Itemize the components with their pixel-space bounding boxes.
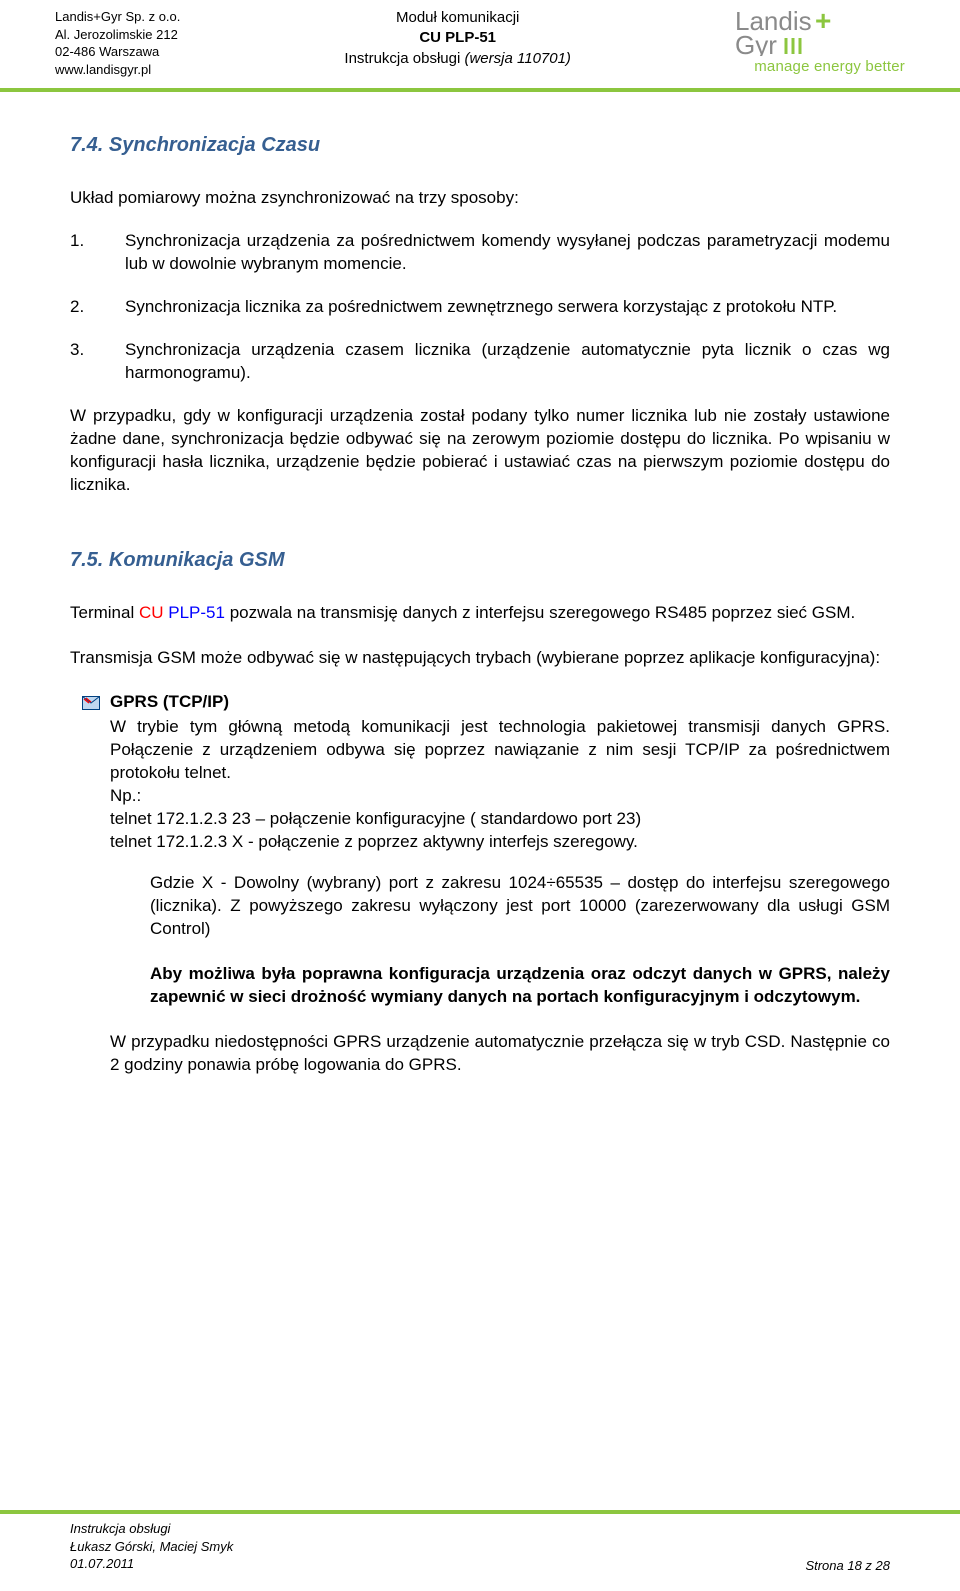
terminal-red-text: CU <box>139 603 164 622</box>
document-body: 7.4. Synchronizacja Czasu Układ pomiarow… <box>0 92 960 1076</box>
company-address: Landis+Gyr Sp. z o.o. Al. Jerozolimskie … <box>55 8 180 78</box>
brand-logo: Landis + Gyr manage energy better <box>735 8 905 75</box>
footer-date: 01.07.2011 <box>70 1555 233 1573</box>
header-row: Landis+Gyr Sp. z o.o. Al. Jerozolimskie … <box>55 8 905 78</box>
page-footer: Instrukcja obsługi Łukasz Górski, Maciej… <box>0 1510 960 1591</box>
document-page: Landis+Gyr Sp. z o.o. Al. Jerozolimskie … <box>0 0 960 1591</box>
indent-config-note: Aby możliwa była poprawna konfiguracja u… <box>110 963 890 1009</box>
logo-plus-icon: + <box>815 8 831 36</box>
list-number: 2. <box>70 296 125 319</box>
doc-title-line3-prefix: Instrukcja obsługi <box>344 50 464 67</box>
list-item-2: 2. Synchronizacja licznika za pośrednict… <box>70 296 890 319</box>
bullet-telnet-2: telnet 172.1.2.3 X - połączenie z poprze… <box>110 832 638 851</box>
logo-tagline: manage energy better <box>754 58 905 75</box>
indent-csd-fallback: W przypadku niedostępności GPRS urządzen… <box>110 1031 890 1077</box>
section1-intro: Układ pomiarowy można zsynchronizować na… <box>70 187 890 210</box>
document-title-block: Moduł komunikacji CU PLP-51 Instrukcja o… <box>344 8 571 69</box>
bullet-telnet-1: telnet 172.1.2.3 23 – połączenie konfigu… <box>110 809 641 828</box>
section-7-5: 7.5. Komunikacja GSM Terminal CU PLP-51 … <box>70 547 890 1077</box>
footer-doc-name: Instrukcja obsługi <box>70 1520 233 1538</box>
footer-left: Instrukcja obsługi Łukasz Górski, Maciej… <box>70 1520 233 1573</box>
email-bullet-icon <box>82 696 100 710</box>
bullet-gprs: GPRS (TCP/IP) W trybie tym główną metodą… <box>70 691 890 1076</box>
list-text: Synchronizacja urządzenia czasem licznik… <box>125 339 890 385</box>
modes-intro: Transmisja GSM może odbywać się w następ… <box>70 647 890 670</box>
company-name: Landis+Gyr Sp. z o.o. <box>55 8 180 26</box>
terminal-paragraph: Terminal CU PLP-51 pozwala na transmisję… <box>70 602 890 625</box>
list-item-3: 3. Synchronizacja urządzenia czasem licz… <box>70 339 890 385</box>
list-text: Synchronizacja licznika za pośrednictwem… <box>125 296 890 319</box>
company-city: 02-486 Warszawa <box>55 43 180 61</box>
company-url: www.landisgyr.pl <box>55 61 180 79</box>
logo-text-gyr: Gyr <box>735 30 777 56</box>
terminal-post: pozwala na transmisję danych z interfejs… <box>225 603 855 622</box>
bullet-header: GPRS (TCP/IP) <box>110 691 890 714</box>
list-text: Synchronizacja urządzenia za pośrednictw… <box>125 230 890 276</box>
list-number: 3. <box>70 339 125 385</box>
doc-title-line3: Instrukcja obsługi (wersja 110701) <box>344 49 571 69</box>
footer-page-number: Strona 18 z 28 <box>805 1558 890 1573</box>
list-number: 1. <box>70 230 125 276</box>
company-street: Al. Jerozolimskie 212 <box>55 26 180 44</box>
section-heading-7-5: 7.5. Komunikacja GSM <box>70 547 890 574</box>
footer-authors: Łukasz Górski, Maciej Smyk <box>70 1538 233 1556</box>
doc-title-line1: Moduł komunikacji <box>344 8 571 28</box>
page-header: Landis+Gyr Sp. z o.o. Al. Jerozolimskie … <box>0 0 960 92</box>
bullet-body-main: W trybie tym główną metodą komunikacji j… <box>110 717 890 782</box>
indent-port-range: Gdzie X - Dowolny (wybrany) port z zakre… <box>110 872 890 941</box>
section1-paragraph: W przypadku, gdy w konfiguracji urządzen… <box>70 405 890 497</box>
terminal-pre: Terminal <box>70 603 139 622</box>
doc-title-line3-italic: (wersja 110701) <box>464 50 570 67</box>
doc-title-line2: CU PLP-51 <box>344 28 571 48</box>
bullet-body-text: W trybie tym główną metodą komunikacji j… <box>110 716 890 854</box>
section-heading-7-4: 7.4. Synchronizacja Czasu <box>70 132 890 159</box>
terminal-blue-text: PLP-51 <box>168 603 225 622</box>
bullet-np: Np.: <box>110 786 141 805</box>
list-item-1: 1. Synchronizacja urządzenia za pośredni… <box>70 230 890 276</box>
bullet-title: GPRS (TCP/IP) <box>110 691 229 714</box>
landis-gyr-logo-icon: Landis + Gyr <box>735 8 905 56</box>
